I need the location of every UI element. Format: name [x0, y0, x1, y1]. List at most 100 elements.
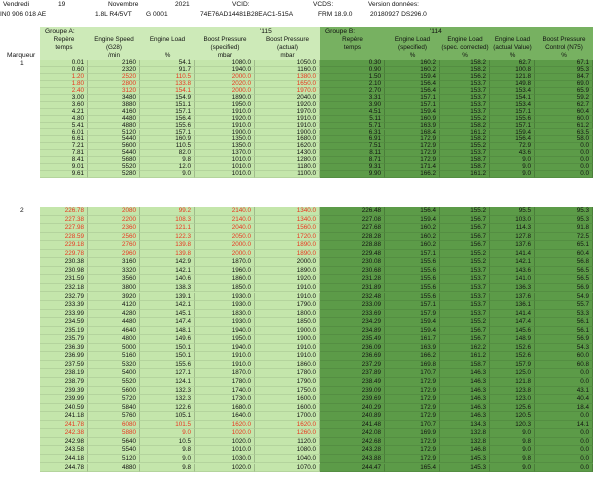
cell: 1020.0: [195, 429, 255, 438]
cell: 5600: [88, 386, 140, 396]
cell: 229.48: [320, 249, 385, 259]
cell: 147.4: [140, 318, 195, 327]
cell: 1070.0: [255, 463, 320, 473]
cell: 1020.0: [195, 463, 255, 473]
cell: 159.4: [490, 129, 535, 137]
cell: 1900.0: [255, 326, 320, 336]
cell: 108.3: [140, 215, 195, 225]
cell: 137.6: [490, 241, 535, 250]
cell: 95.5: [490, 207, 535, 216]
cell: 56.8: [535, 258, 593, 267]
cell: 3800: [88, 283, 140, 293]
cell: 158.2: [440, 59, 490, 67]
cell: 9.8: [140, 156, 195, 165]
cell: 3320: [88, 266, 140, 276]
cell: 237.29: [320, 360, 385, 370]
cell: 1910.0: [255, 122, 320, 130]
cell: 142.1: [140, 301, 195, 310]
cell: 95.3: [535, 215, 593, 225]
cell: 158.2: [440, 122, 490, 130]
cell: 9.0: [490, 429, 535, 438]
cell: 166.2: [385, 352, 440, 361]
cell: 160.9: [385, 115, 440, 123]
cell: 170.7: [385, 369, 440, 378]
cell: 1930.0: [195, 318, 255, 327]
cell: 2760: [88, 241, 140, 250]
cell: 157.1: [490, 122, 535, 130]
cell: 8.71: [320, 156, 385, 165]
cell: 2140.0: [195, 215, 255, 225]
cell: 155.6: [385, 292, 440, 302]
cell: 1720.0: [255, 232, 320, 242]
cell: 172.9: [385, 142, 440, 151]
cell: 9.0: [140, 454, 195, 464]
cell: 238.79: [40, 378, 88, 387]
cell: 3480: [88, 94, 140, 102]
cell: 2.10: [320, 80, 385, 88]
cell: 4.80: [40, 115, 88, 123]
cell: 155.6: [385, 258, 440, 267]
cell: 155.6: [385, 275, 440, 284]
header-text: Vendredi: [3, 1, 30, 8]
cell: 4.21: [40, 108, 88, 116]
cell: 242.68: [320, 437, 385, 447]
cell: 56.1: [535, 318, 593, 327]
cell: 154.1: [490, 94, 535, 102]
column-header: /min: [108, 52, 120, 59]
cell: 65.1: [535, 241, 593, 250]
column-header: (specified): [210, 44, 240, 51]
cell: 4800: [88, 335, 140, 344]
cell: 232.79: [40, 292, 88, 302]
cell: 136.1: [490, 301, 535, 310]
cell: 240.59: [40, 403, 88, 413]
cell: 5160: [88, 352, 140, 361]
cell: 1180.0: [255, 163, 320, 172]
cell: 1260.0: [255, 429, 320, 438]
cell: 56.9: [535, 283, 593, 293]
cell: 172.9: [385, 378, 440, 387]
cell: 1790.0: [255, 301, 320, 310]
cell: 1890.0: [195, 94, 255, 102]
cell: 156.4: [490, 135, 535, 144]
cell: 0.0: [535, 378, 593, 387]
cell: 156.7: [440, 232, 490, 242]
cell: 160.2: [385, 232, 440, 242]
cell: 3.00: [40, 94, 88, 102]
cell: 231.59: [40, 275, 88, 284]
cell: 0.0: [535, 446, 593, 455]
cell: 234.59: [40, 318, 88, 327]
cell: 4480: [88, 115, 140, 123]
cell: 1680.0: [195, 403, 255, 413]
group-code: '114: [430, 28, 442, 35]
cell: 226.78: [40, 207, 88, 216]
cell: 5440: [88, 135, 140, 144]
cell: 1010.0: [195, 156, 255, 165]
cell: 0.0: [535, 170, 593, 179]
column-header: temps: [55, 44, 73, 51]
cell: 228.59: [40, 232, 88, 242]
cell: 1050.0: [255, 59, 320, 67]
cell: 172.9: [385, 437, 440, 447]
cell: 1900.0: [255, 335, 320, 344]
column-header: Engine Load: [494, 36, 531, 43]
header-text: Version données:: [368, 1, 419, 8]
cell: 156.2: [440, 73, 490, 81]
cell: 4880: [88, 463, 140, 473]
cell: 9.0: [490, 170, 535, 179]
cell: 1340.0: [255, 215, 320, 225]
cell: 9.8: [490, 437, 535, 447]
cell: 158.7: [440, 360, 490, 370]
marker-label: Marqueur: [7, 52, 36, 59]
cell: 1960.0: [195, 266, 255, 276]
cell: 154.1: [140, 87, 195, 95]
cell: 1930.0: [195, 301, 255, 310]
cell: 12.0: [140, 163, 195, 172]
cell: 5.41: [40, 122, 88, 130]
cell: 7.81: [40, 149, 88, 158]
cell: 0.90: [320, 66, 385, 74]
cell: 1910.0: [255, 292, 320, 302]
cell: 5400: [88, 369, 140, 378]
cell: 156.4: [140, 115, 195, 123]
cell: 5.71: [320, 122, 385, 130]
cell: 4880: [88, 122, 140, 130]
